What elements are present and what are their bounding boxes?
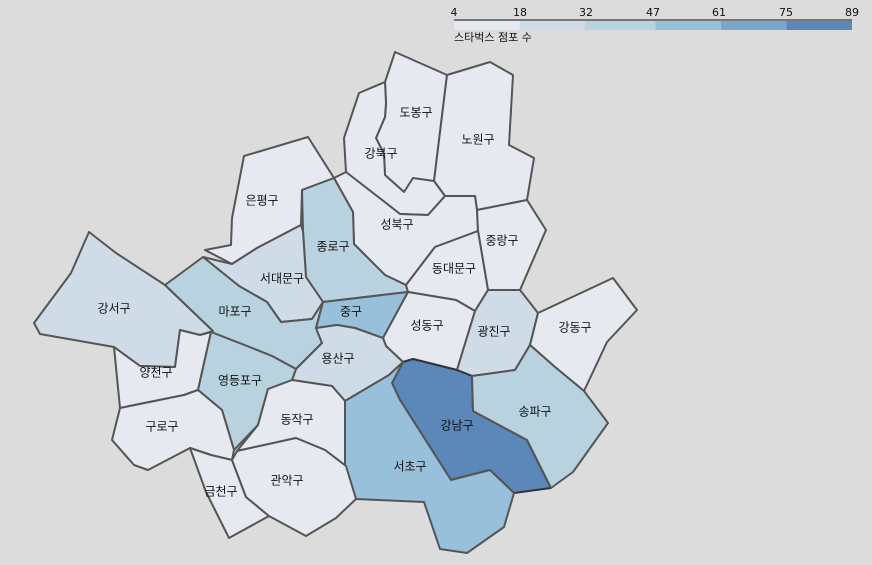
district-songpa[interactable] — [471, 344, 609, 489]
legend-tick: 47 — [646, 6, 660, 19]
legend-swatch-2 — [585, 21, 656, 30]
legend-tick: 61 — [712, 6, 726, 19]
legend-swatch-0 — [454, 21, 520, 30]
legend-tick: 18 — [513, 6, 527, 19]
legend-title: 스타벅스 점포 수 — [454, 31, 532, 44]
legend-swatch-3 — [655, 21, 721, 30]
legend-swatches — [454, 21, 852, 30]
legend-swatch-1 — [519, 21, 586, 30]
district-seocho[interactable] — [344, 361, 515, 554]
legend-tick: 4 — [451, 6, 458, 19]
legend-swatch-4 — [720, 21, 787, 30]
legend-tick: 75 — [779, 6, 793, 19]
districts — [33, 51, 638, 554]
legend-tick: 32 — [579, 6, 593, 19]
district-jungnang[interactable] — [476, 199, 547, 291]
district-nowon[interactable] — [433, 61, 535, 211]
legend: 4 18 32 47 61 75 89 스타벅스 점포 수 — [451, 6, 860, 44]
district-gangbuk[interactable] — [343, 81, 446, 216]
legend-swatch-5 — [786, 21, 852, 30]
legend-tick: 89 — [845, 6, 859, 19]
district-gwanak[interactable] — [231, 437, 357, 537]
